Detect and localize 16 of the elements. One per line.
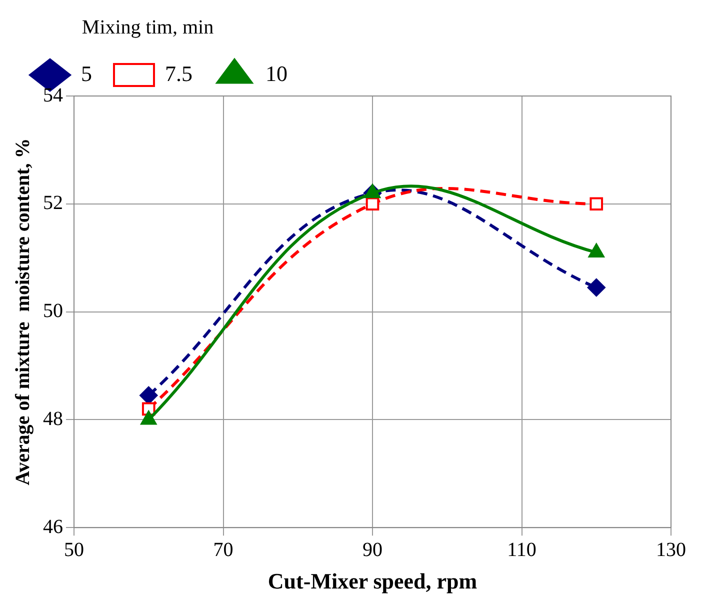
- x-axis-title: Cut-Mixer speed, rpm: [268, 568, 478, 594]
- x-tick-label: 50: [64, 538, 84, 561]
- x-tick-label: 70: [213, 538, 234, 561]
- y-tick-label: 54: [43, 84, 63, 106]
- legend-label: 7.5: [165, 60, 192, 86]
- legend-label: 5: [81, 60, 92, 86]
- x-tick-label: 110: [507, 538, 536, 561]
- x-tick-label: 130: [656, 538, 686, 561]
- legend-label: 10: [266, 60, 288, 86]
- y-tick-label: 48: [43, 408, 63, 430]
- x-tick-label: 90: [362, 538, 382, 561]
- y-axis-title: Average of mixture moisture content, %: [12, 138, 34, 486]
- y-tick-label: 46: [43, 516, 63, 538]
- legend-title: Mixing tim, min: [82, 16, 214, 38]
- y-tick-label: 52: [43, 192, 63, 214]
- y-tick-label: 50: [43, 300, 63, 322]
